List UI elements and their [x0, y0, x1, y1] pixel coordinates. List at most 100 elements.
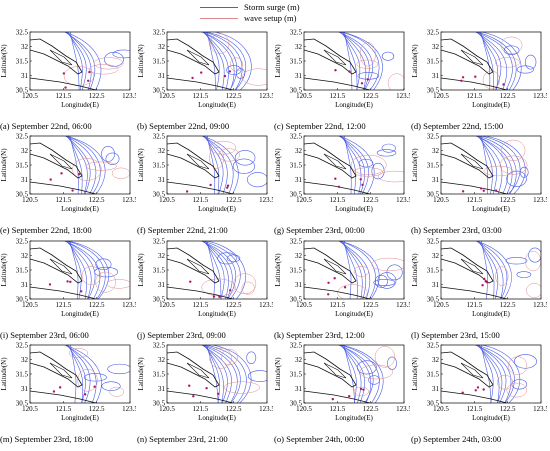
- y-tick-label: 31: [432, 281, 440, 289]
- x-tick-label: 122.5: [363, 301, 379, 309]
- x-tick-label: 120.5: [159, 196, 175, 204]
- storm-surge-label: Storm surge (m): [244, 2, 300, 12]
- x-tick-label: 122.5: [500, 92, 516, 100]
- y-axis-label: Latitude(N): [274, 253, 282, 287]
- y-tick-label: 31: [158, 176, 166, 184]
- y-axis-label: Latitude(N): [274, 44, 282, 78]
- map-panel: Latitude(N) 32.5 32 31.5 31 30.5 120.5 121.5 122…: [274, 132, 410, 240]
- x-tick-label: 120.5: [296, 405, 312, 413]
- legend: Storm surge (m) wave setup (m): [200, 2, 360, 24]
- x-axis-label: Longitude(E): [61, 414, 99, 422]
- y-tick-label: 31: [295, 281, 303, 289]
- x-tick-label: 123.5: [122, 405, 136, 413]
- y-tick-label: 31.5: [427, 267, 440, 275]
- y-tick-label: 31: [295, 72, 303, 80]
- x-axis-label: Longitude(E): [335, 414, 373, 422]
- legend-storm-surge: Storm surge (m): [200, 2, 360, 12]
- x-axis-label: Longitude(E): [472, 414, 510, 422]
- map-panel: Latitude(N) 32.5 32 31.5 31 30.5 120.5 121.5 122…: [137, 28, 273, 136]
- x-tick-label: 123.5: [259, 301, 273, 309]
- x-tick-label: 123.5: [533, 92, 547, 100]
- x-axis-label: Longitude(E): [472, 205, 510, 213]
- y-tick-label: 31.5: [427, 162, 440, 170]
- panel-caption: (j) September 23rd, 09:00: [137, 330, 226, 340]
- y-tick-label: 32.5: [290, 238, 303, 246]
- y-tick-label: 32: [21, 43, 29, 51]
- y-tick-label: 32: [158, 252, 166, 260]
- x-tick-label: 120.5: [433, 196, 449, 204]
- y-tick-label: 31: [21, 176, 29, 184]
- y-tick-label: 32.5: [16, 29, 29, 37]
- y-tick-label: 30.5: [16, 400, 29, 408]
- x-axis-label: Longitude(E): [198, 414, 236, 422]
- x-tick-label: 122.5: [226, 301, 242, 309]
- legend-wave-setup: wave setup (m): [200, 13, 360, 23]
- x-tick-label: 122.5: [226, 92, 242, 100]
- y-axis-label: Latitude(N): [411, 148, 419, 182]
- y-tick-label: 32.5: [290, 29, 303, 37]
- storm-surge-swatch: [200, 7, 238, 8]
- x-axis-label: Longitude(E): [335, 101, 373, 109]
- y-axis-label: Latitude(N): [137, 253, 145, 287]
- y-tick-label: 31.5: [16, 267, 29, 275]
- x-axis-label: Longitude(E): [61, 205, 99, 213]
- x-tick-label: 123.5: [122, 92, 136, 100]
- y-tick-label: 31: [432, 385, 440, 393]
- y-tick-label: 31: [295, 176, 303, 184]
- x-tick-label: 123.5: [396, 92, 410, 100]
- y-axis-label: Latitude(N): [0, 253, 8, 287]
- y-tick-label: 31.5: [16, 162, 29, 170]
- y-tick-label: 32.5: [16, 133, 29, 141]
- y-tick-label: 31: [432, 176, 440, 184]
- y-tick-label: 32: [158, 356, 166, 364]
- y-tick-label: 31: [158, 385, 166, 393]
- y-tick-label: 31.5: [427, 58, 440, 66]
- x-tick-label: 121.5: [192, 405, 208, 413]
- panel-caption: (m) September 23rd, 18:00: [0, 434, 94, 444]
- panel-caption: (d) September 22nd, 15:00: [411, 121, 504, 131]
- y-tick-label: 30.5: [153, 400, 166, 408]
- panel-caption: (k) September 23rd, 12:00: [274, 330, 365, 340]
- x-axis-label: Longitude(E): [61, 310, 99, 318]
- y-tick-label: 31.5: [16, 371, 29, 379]
- y-tick-label: 32.5: [427, 342, 440, 350]
- y-tick-label: 32.5: [427, 29, 440, 37]
- y-tick-label: 30.5: [427, 87, 440, 95]
- x-tick-label: 121.5: [55, 405, 71, 413]
- y-tick-label: 30.5: [16, 191, 29, 199]
- x-tick-label: 123.5: [259, 405, 273, 413]
- map-panel: Latitude(N) 32.5 32 31.5 31 30.5 120.5 121.5 122…: [274, 28, 410, 136]
- y-axis-label: Latitude(N): [137, 357, 145, 391]
- y-tick-label: 30.5: [153, 191, 166, 199]
- map-panel: Latitude(N) 32.5 32 31.5 31 30.5 120.5 121.5 122…: [0, 132, 136, 240]
- x-tick-label: 121.5: [329, 405, 345, 413]
- y-tick-label: 31.5: [427, 371, 440, 379]
- x-tick-label: 121.5: [55, 196, 71, 204]
- y-tick-label: 30.5: [290, 400, 303, 408]
- map-panel: Latitude(N) 32.5 32 31.5 31 30.5 120.5 121.5 122…: [137, 341, 273, 449]
- x-tick-label: 120.5: [22, 301, 38, 309]
- y-tick-label: 32: [295, 356, 303, 364]
- map-panel: Latitude(N) 32.5 32 31.5 31 30.5 120.5 121.5 122…: [411, 28, 547, 136]
- x-tick-label: 123.5: [122, 196, 136, 204]
- y-tick-label: 31.5: [290, 58, 303, 66]
- y-tick-label: 32: [21, 147, 29, 155]
- y-tick-label: 32: [295, 147, 303, 155]
- y-tick-label: 32: [158, 147, 166, 155]
- map-panel: Latitude(N) 32.5 32 31.5 31 30.5 120.5 121.5 122…: [0, 341, 136, 449]
- map-panel: Latitude(N) 32.5 32 31.5 31 30.5 120.5 121.5 122…: [411, 237, 547, 345]
- map-panel: Latitude(N) 32.5 32 31.5 31 30.5 120.5 121.5 122…: [137, 237, 273, 345]
- x-tick-label: 121.5: [192, 196, 208, 204]
- map-panel: Latitude(N) 32.5 32 31.5 31 30.5 120.5 121.5 122…: [274, 341, 410, 449]
- y-tick-label: 31: [158, 281, 166, 289]
- y-axis-label: Latitude(N): [0, 357, 8, 391]
